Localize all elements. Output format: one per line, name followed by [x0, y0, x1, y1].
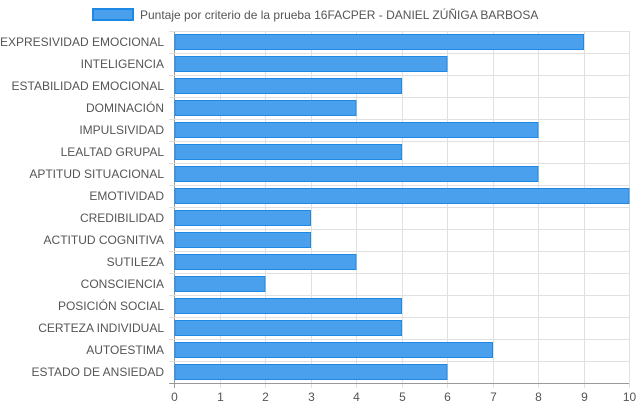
- x-tick-label: 4: [353, 390, 360, 404]
- category-label: LEALTAD GRUPAL: [61, 145, 165, 159]
- bar: [174, 188, 630, 204]
- x-tick-label: 8: [535, 390, 542, 404]
- x-axis-ticks: 0 1 2 3 4 5 6 7 8 9 10: [171, 390, 636, 404]
- x-tick-label: 3: [308, 390, 315, 404]
- bar: [174, 100, 357, 116]
- category-label: AUTOESTIMA: [86, 343, 164, 357]
- bar: [174, 276, 266, 292]
- bar: [174, 342, 493, 358]
- category-label: SUTILEZA: [107, 255, 164, 269]
- bar: [174, 144, 402, 160]
- bar: [174, 78, 402, 94]
- bar: [174, 56, 448, 72]
- bar: [174, 166, 539, 182]
- x-tick-label: 1: [217, 390, 224, 404]
- category-labels: EXPRESIVIDAD EMOCIONAL INTELIGENCIA ESTABI…: [0, 35, 164, 379]
- category-label: POSICIÓN SOCIAL: [58, 298, 164, 313]
- category-label: EXPRESIVIDAD EMOCIONAL: [0, 35, 164, 49]
- bar: [174, 320, 402, 336]
- category-label: DOMINACIÓN: [86, 100, 164, 115]
- bar: [174, 34, 584, 50]
- legend-label[interactable]: Puntaje por criterio de la prueba 16FACP…: [140, 8, 539, 22]
- x-tick-label: 9: [581, 390, 588, 404]
- x-tick-label: 2: [262, 390, 269, 404]
- bars: [174, 34, 630, 380]
- gridlines: [169, 31, 630, 388]
- category-label: INTELIGENCIA: [81, 57, 164, 71]
- category-label: CONSCIENCIA: [81, 277, 164, 291]
- x-tick-label: 6: [444, 390, 451, 404]
- x-tick-label: 5: [399, 390, 406, 404]
- bar: [174, 122, 539, 138]
- x-tick-label: 10: [623, 390, 637, 404]
- category-label: IMPULSIVIDAD: [79, 123, 164, 137]
- category-label: ESTABILIDAD EMOCIONAL: [12, 79, 165, 93]
- category-label: CREDIBILIDAD: [80, 211, 164, 225]
- category-label: ESTADO DE ANSIEDAD: [32, 365, 165, 379]
- bar: [174, 298, 402, 314]
- category-label: APTITUD SITUACIONAL: [29, 167, 164, 181]
- category-label: CERTEZA INDIVIDUAL: [38, 321, 164, 335]
- x-tick-label: 0: [171, 390, 178, 404]
- category-label: EMOTIVIDAD: [89, 189, 164, 203]
- bar: [174, 232, 311, 248]
- bar: [174, 254, 357, 270]
- category-label: ACTITUD COGNITIVA: [44, 233, 164, 247]
- bar: [174, 210, 311, 226]
- x-tick-label: 7: [490, 390, 497, 404]
- legend-swatch[interactable]: [92, 8, 134, 21]
- bar: [174, 364, 448, 380]
